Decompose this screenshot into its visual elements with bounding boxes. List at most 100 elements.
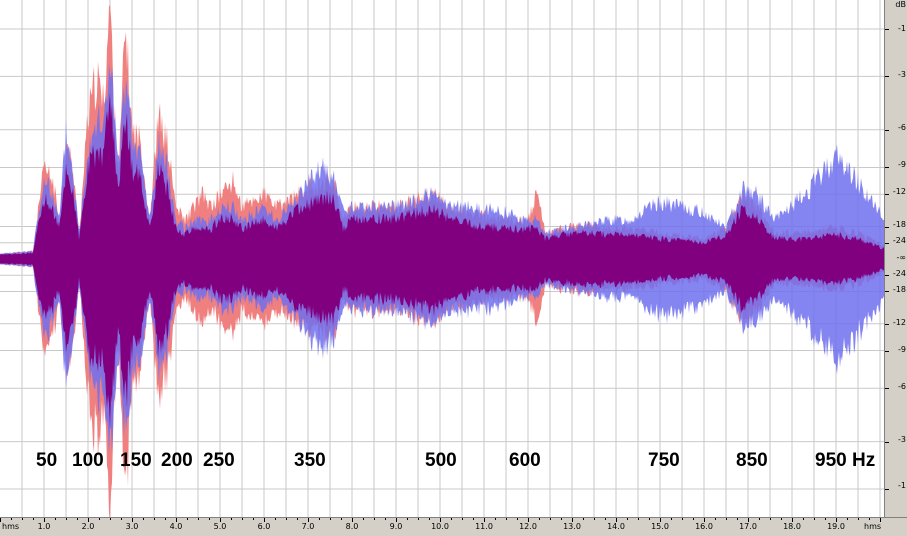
time-tick-label: 15.0 xyxy=(651,522,669,531)
time-tick-mark xyxy=(220,518,221,522)
db-tick-mark xyxy=(885,388,889,390)
time-tick-mark xyxy=(847,518,848,520)
freq-label: 750 xyxy=(648,450,680,471)
time-tick-mark xyxy=(473,518,474,520)
time-tick-mark xyxy=(627,518,628,520)
freq-label: 150 xyxy=(120,450,152,471)
db-tick-label: -1 xyxy=(898,481,906,490)
time-tick-label: 14.0 xyxy=(607,522,625,531)
time-tick-mark xyxy=(495,518,496,520)
db-tick-label: -24 xyxy=(892,236,906,245)
time-tick-label: 16.0 xyxy=(695,522,713,531)
db-tick-label: -1 xyxy=(898,24,906,33)
db-tick-mark xyxy=(885,129,889,131)
time-tick-mark xyxy=(660,518,661,522)
time-tick-mark xyxy=(396,518,397,522)
time-tick-mark xyxy=(792,518,793,522)
db-tick-mark xyxy=(885,242,889,244)
freq-label: 350 xyxy=(294,450,326,471)
time-tick-mark xyxy=(66,518,67,520)
time-tick-mark xyxy=(275,518,276,520)
time-tick-mark xyxy=(286,518,287,520)
time-tick-mark xyxy=(704,518,705,522)
time-tick-mark xyxy=(737,518,738,520)
time-tick-mark xyxy=(869,518,870,520)
time-tick-mark xyxy=(165,518,166,520)
time-tick-label: 19.0 xyxy=(827,522,845,531)
db-unit-label: dB xyxy=(895,0,906,9)
time-tick-mark xyxy=(693,518,694,520)
time-tick-mark xyxy=(143,518,144,520)
db-tick-label: -9 xyxy=(898,345,906,354)
waveform-canvas[interactable] xyxy=(0,0,884,517)
time-tick-mark xyxy=(55,518,56,520)
time-tick-mark xyxy=(319,518,320,520)
time-tick-label: 2.0 xyxy=(81,522,95,531)
time-tick-mark xyxy=(44,518,45,522)
time-tick-mark xyxy=(880,518,881,522)
freq-label: 250 xyxy=(203,450,235,471)
time-tick-mark xyxy=(748,518,749,522)
time-tick-mark xyxy=(77,518,78,520)
time-tick-mark xyxy=(363,518,364,520)
time-tick-label: 18.0 xyxy=(783,522,801,531)
db-tick-label: -3 xyxy=(898,435,906,444)
time-tick-mark xyxy=(374,518,375,520)
time-tick-mark xyxy=(583,518,584,520)
freq-label: 950 Hz xyxy=(815,450,876,471)
time-tick-mark xyxy=(242,518,243,520)
db-tick-mark xyxy=(885,76,889,78)
time-tick-mark xyxy=(121,518,122,520)
db-tick-mark xyxy=(885,350,889,352)
time-tick-mark xyxy=(88,518,89,522)
time-tick-label: 4.0 xyxy=(169,522,183,531)
freq-label: 600 xyxy=(509,450,541,471)
time-tick-label: 3.0 xyxy=(125,522,139,531)
time-tick-mark xyxy=(418,518,419,520)
time-tick-mark xyxy=(638,518,639,520)
time-tick-mark xyxy=(0,518,1,522)
freq-label: 500 xyxy=(425,450,457,471)
db-tick-mark xyxy=(885,488,889,490)
time-tick-mark xyxy=(341,518,342,520)
time-unit-left: hms xyxy=(2,522,20,531)
time-tick-label: 13.0 xyxy=(563,522,581,531)
time-tick-label: 11.0 xyxy=(475,522,493,531)
db-tick-label: -24 xyxy=(892,269,906,278)
time-tick-label: 1.0 xyxy=(37,522,51,531)
db-tick-label: -18 xyxy=(892,285,906,294)
time-tick-mark xyxy=(605,518,606,520)
db-tick-mark xyxy=(885,323,889,325)
time-tick-mark xyxy=(649,518,650,520)
waveform-display[interactable]: 50 100 150 200 250 350 500 600 750 850 9… xyxy=(0,0,884,517)
time-tick-mark xyxy=(187,518,188,520)
time-tick-mark xyxy=(561,518,562,520)
time-tick-mark xyxy=(99,518,100,520)
time-tick-mark xyxy=(110,518,111,520)
time-tick-mark xyxy=(539,518,540,520)
time-ruler[interactable]: hms hms 1.0 2.0 3.0 4.0 5.0 6.0 7.0 8.0 9.0 10.0 1… xyxy=(0,517,907,536)
time-tick-mark xyxy=(770,518,771,520)
time-tick-mark xyxy=(616,518,617,522)
time-tick-mark xyxy=(836,518,837,522)
db-tick-mark xyxy=(885,29,889,31)
time-tick-mark xyxy=(440,518,441,522)
time-tick-mark xyxy=(858,518,859,520)
db-tick-label: -3 xyxy=(898,70,906,79)
time-tick-mark xyxy=(209,518,210,520)
time-tick-mark xyxy=(429,518,430,520)
time-tick-mark xyxy=(715,518,716,520)
time-tick-mark xyxy=(132,518,133,522)
time-tick-label: 9.0 xyxy=(389,522,403,531)
time-unit-right: hms xyxy=(864,522,882,531)
time-tick-label: 5.0 xyxy=(213,522,227,531)
db-tick-label: -12 xyxy=(892,318,906,327)
db-tick-label: -6 xyxy=(898,123,906,132)
time-tick-mark xyxy=(330,518,331,520)
time-tick-label: 6.0 xyxy=(257,522,271,531)
db-tick-label: -18 xyxy=(892,220,906,229)
db-ruler[interactable]: dB -1 -3 -6 -9 -12 -18 -24 -∞ -24 -18 -1… xyxy=(884,0,907,517)
time-tick-mark xyxy=(451,518,452,520)
time-tick-mark xyxy=(506,518,507,520)
